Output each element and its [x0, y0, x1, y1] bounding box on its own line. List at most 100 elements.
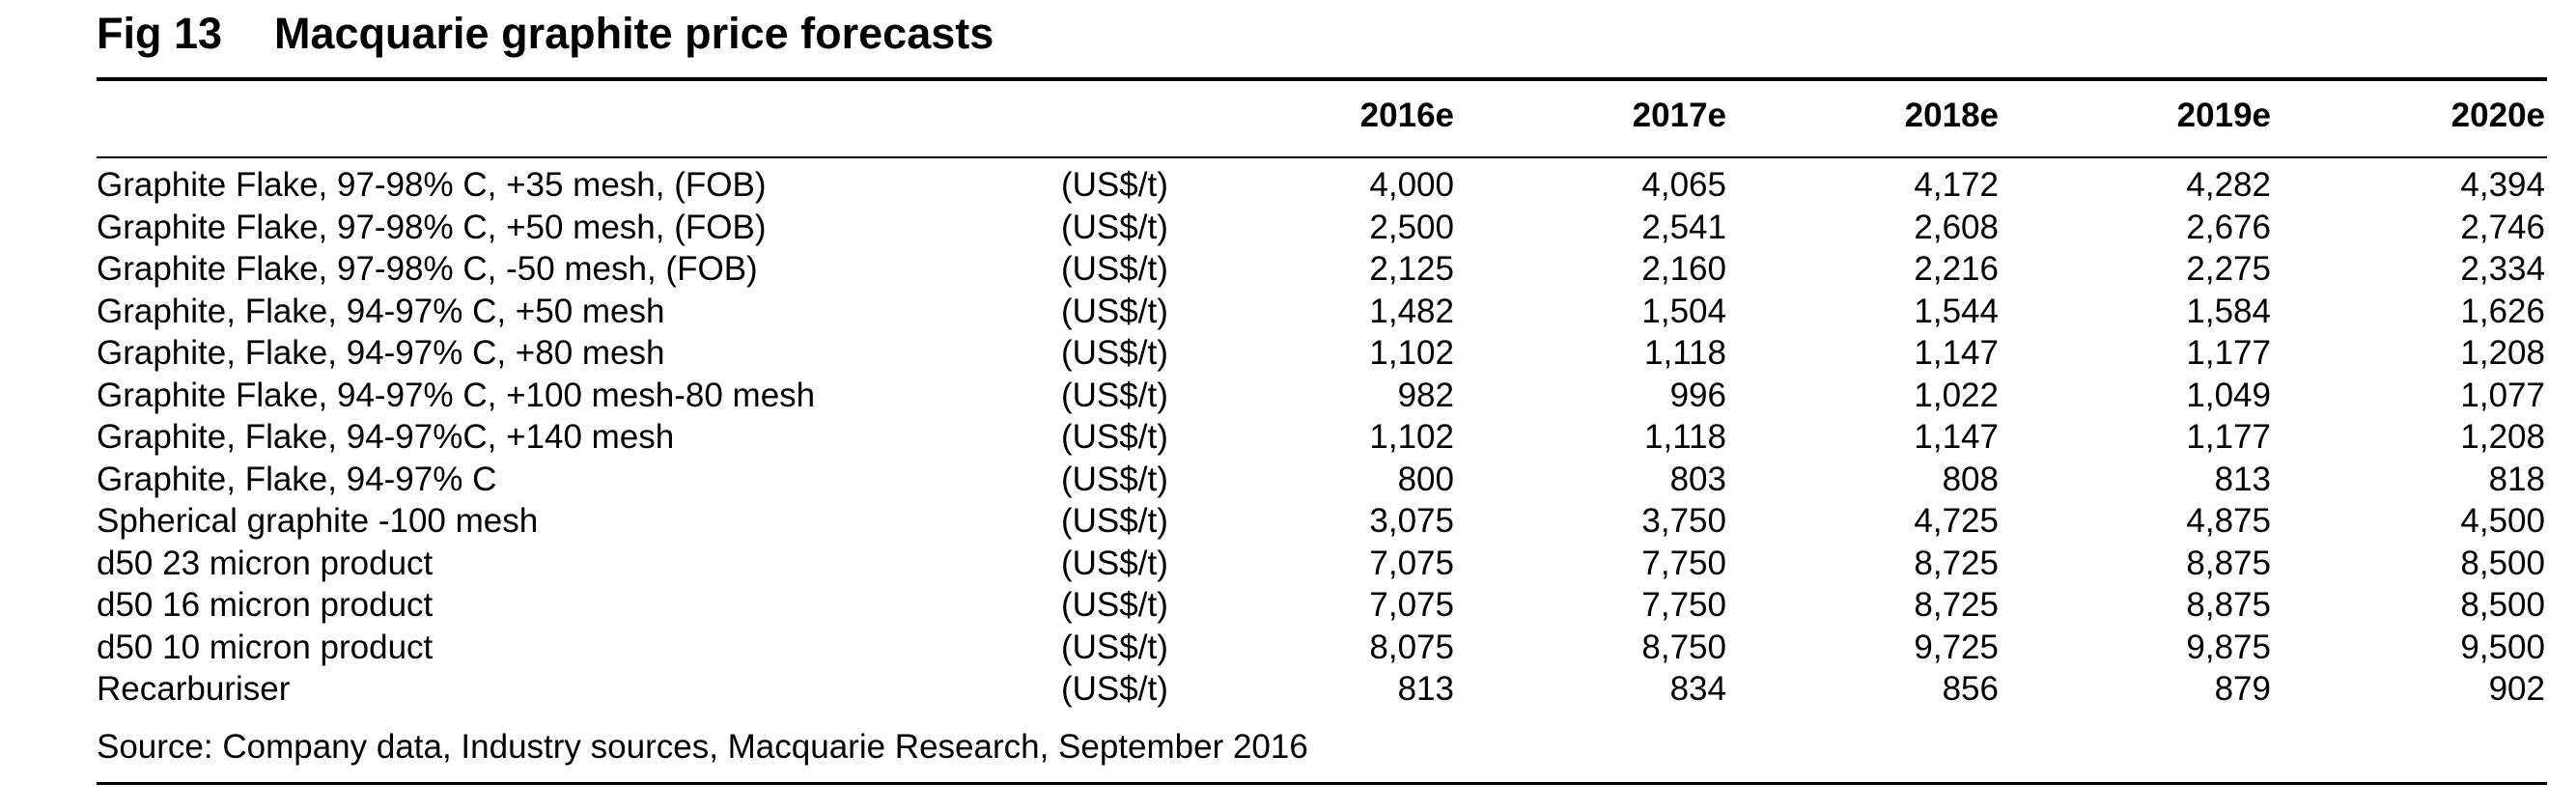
value-cell-2019e: 4,875 — [2078, 500, 2271, 543]
value-cell-2019e: 1,049 — [2078, 375, 2271, 417]
value-cell-2017e: 3,750 — [1533, 500, 1726, 543]
row-unit: (US$/t) — [1061, 291, 1168, 333]
header-rule — [97, 156, 2547, 158]
value-cell-2019e: 1,584 — [2078, 291, 2271, 333]
value-cell-2019e: 8,875 — [2078, 584, 2271, 627]
row-unit: (US$/t) — [1061, 416, 1168, 459]
value-cell-2019e: 2,676 — [2078, 207, 2271, 249]
row-label: d50 16 micron product — [97, 584, 433, 627]
table-row: Graphite Flake, 94-97% C, +100 mesh-80 m… — [97, 375, 2547, 417]
value-cell-2016e: 4,000 — [1261, 164, 1454, 207]
value-cell-2018e: 8,725 — [1806, 584, 1999, 627]
value-cell-2016e: 2,125 — [1261, 248, 1454, 291]
figure-title: Fig 13 Macquarie graphite price forecasts — [97, 12, 994, 55]
row-label: Graphite, Flake, 94-97% C, +80 mesh — [97, 332, 665, 375]
value-cell-2018e: 808 — [1806, 459, 1999, 501]
value-cell-2016e: 1,482 — [1261, 291, 1454, 333]
row-label: Graphite Flake, 97-98% C, -50 mesh, (FOB… — [97, 248, 758, 291]
value-cell-2020e: 1,208 — [2352, 416, 2545, 459]
column-header-2017e: 2017e — [1533, 97, 1726, 135]
column-header-2019e: 2019e — [2078, 97, 2271, 135]
figure-number: Fig 13 — [97, 12, 274, 55]
value-cell-2018e: 1,147 — [1806, 332, 1999, 375]
row-unit: (US$/t) — [1061, 332, 1168, 375]
value-cell-2020e: 1,208 — [2352, 332, 2545, 375]
table-row: d50 10 micron product (US$/t) 8,075 8,750 9,… — [97, 627, 2547, 669]
value-cell-2017e: 2,160 — [1533, 248, 1726, 291]
value-cell-2016e: 8,075 — [1261, 627, 1454, 669]
value-cell-2019e: 1,177 — [2078, 416, 2271, 459]
value-cell-2016e: 1,102 — [1261, 416, 1454, 459]
row-unit: (US$/t) — [1061, 207, 1168, 249]
value-cell-2018e: 9,725 — [1806, 627, 1999, 669]
table-row: d50 23 micron product (US$/t) 7,075 7,750 8,… — [97, 543, 2547, 585]
row-label: Spherical graphite -100 mesh — [97, 500, 538, 543]
value-cell-2016e: 800 — [1261, 459, 1454, 501]
table-row: d50 16 micron product (US$/t) 7,075 7,750 8,… — [97, 584, 2547, 627]
value-cell-2020e: 9,500 — [2352, 627, 2545, 669]
value-cell-2019e: 2,275 — [2078, 248, 2271, 291]
row-label: Graphite, Flake, 94-97% C, +50 mesh — [97, 291, 665, 333]
value-cell-2020e: 4,394 — [2352, 164, 2545, 207]
value-cell-2019e: 1,177 — [2078, 332, 2271, 375]
value-cell-2018e: 8,725 — [1806, 543, 1999, 585]
table-row: Graphite, Flake, 94-97% C, +80 mesh (US$/… — [97, 332, 2547, 375]
row-label: Graphite Flake, 94-97% C, +100 mesh-80 m… — [97, 375, 815, 417]
row-unit: (US$/t) — [1061, 164, 1168, 207]
table-row: Graphite, Flake, 94-97% C (US$/t) 800 803 80… — [97, 459, 2547, 501]
value-cell-2020e: 2,334 — [2352, 248, 2545, 291]
table-row: Recarburiser (US$/t) 813 834 856 879 902 — [97, 668, 2547, 711]
value-cell-2018e: 1,147 — [1806, 416, 1999, 459]
figure-heading: Macquarie graphite price forecasts — [274, 9, 994, 58]
value-cell-2017e: 2,541 — [1533, 207, 1726, 249]
value-cell-2017e: 1,504 — [1533, 291, 1726, 333]
source-note: Source: Company data, Industry sources, … — [97, 726, 1308, 769]
table-row: Graphite, Flake, 94-97%C, +140 mesh (US$/… — [97, 416, 2547, 459]
table-row: Spherical graphite -100 mesh (US$/t) 3,075… — [97, 500, 2547, 543]
value-cell-2019e: 8,875 — [2078, 543, 2271, 585]
value-cell-2018e: 2,608 — [1806, 207, 1999, 249]
value-cell-2018e: 4,172 — [1806, 164, 1999, 207]
value-cell-2016e: 2,500 — [1261, 207, 1454, 249]
value-cell-2017e: 803 — [1533, 459, 1726, 501]
value-cell-2020e: 818 — [2352, 459, 2545, 501]
row-unit: (US$/t) — [1061, 248, 1168, 291]
row-unit: (US$/t) — [1061, 459, 1168, 501]
value-cell-2018e: 2,216 — [1806, 248, 1999, 291]
row-label: Graphite, Flake, 94-97%C, +140 mesh — [97, 416, 674, 459]
top-rule — [97, 77, 2547, 81]
table-row: Graphite Flake, 97-98% C, +50 mesh, (FOB… — [97, 207, 2547, 249]
value-cell-2020e: 8,500 — [2352, 584, 2545, 627]
value-cell-2020e: 4,500 — [2352, 500, 2545, 543]
row-unit: (US$/t) — [1061, 584, 1168, 627]
row-label: Graphite Flake, 97-98% C, +35 mesh, (FOB… — [97, 164, 766, 207]
row-unit: (US$/t) — [1061, 627, 1168, 669]
row-label: d50 10 micron product — [97, 627, 433, 669]
value-cell-2018e: 4,725 — [1806, 500, 1999, 543]
value-cell-2020e: 902 — [2352, 668, 2545, 711]
value-cell-2020e: 1,077 — [2352, 375, 2545, 417]
value-cell-2017e: 7,750 — [1533, 584, 1726, 627]
price-table-body: Graphite Flake, 97-98% C, +35 mesh, (FOB… — [97, 164, 2547, 711]
table-row: Graphite Flake, 97-98% C, +35 mesh, (FOB… — [97, 164, 2547, 207]
value-cell-2017e: 996 — [1533, 375, 1726, 417]
value-cell-2019e: 9,875 — [2078, 627, 2271, 669]
value-cell-2017e: 7,750 — [1533, 543, 1726, 585]
value-cell-2018e: 856 — [1806, 668, 1999, 711]
value-cell-2016e: 813 — [1261, 668, 1454, 711]
table-row: Graphite, Flake, 94-97% C, +50 mesh (US$/… — [97, 291, 2547, 333]
row-unit: (US$/t) — [1061, 543, 1168, 585]
value-cell-2020e: 8,500 — [2352, 543, 2545, 585]
row-label: d50 23 micron product — [97, 543, 433, 585]
value-cell-2017e: 1,118 — [1533, 332, 1726, 375]
value-cell-2016e: 1,102 — [1261, 332, 1454, 375]
value-cell-2020e: 2,746 — [2352, 207, 2545, 249]
column-header-2018e: 2018e — [1806, 97, 1999, 135]
value-cell-2019e: 4,282 — [2078, 164, 2271, 207]
value-cell-2020e: 1,626 — [2352, 291, 2545, 333]
value-cell-2016e: 3,075 — [1261, 500, 1454, 543]
value-cell-2017e: 4,065 — [1533, 164, 1726, 207]
row-label: Recarburiser — [97, 668, 290, 711]
row-label: Graphite Flake, 97-98% C, +50 mesh, (FOB… — [97, 207, 766, 249]
bottom-rule — [97, 782, 2547, 785]
